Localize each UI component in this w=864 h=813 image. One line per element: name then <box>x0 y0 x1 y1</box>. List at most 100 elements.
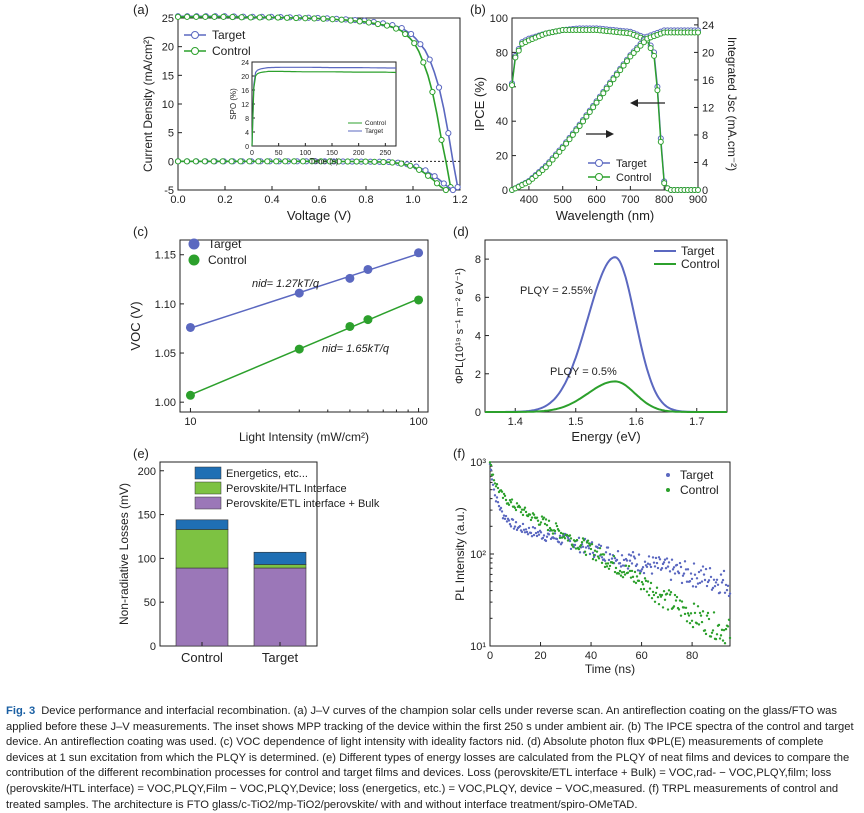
trpl-data-point <box>554 522 558 525</box>
trpl-data-point <box>704 632 708 636</box>
trpl-data-point <box>531 526 535 529</box>
trpl-data-point <box>501 517 505 520</box>
trpl-data-point <box>558 534 562 538</box>
trpl-data-point <box>689 612 693 615</box>
jv-data-point <box>440 180 447 187</box>
trpl-data-point <box>521 522 525 526</box>
trpl-data-point <box>671 568 675 571</box>
trpl-data-point <box>678 599 682 602</box>
trpl-data-point <box>638 572 642 575</box>
trpl-data-point <box>660 593 664 597</box>
y-tick-label: 15 <box>162 70 174 82</box>
trpl-data-point <box>727 618 731 621</box>
trpl-data-point <box>712 578 716 581</box>
x-tick-label: 1.4 <box>508 416 523 428</box>
trpl-data-point <box>705 614 709 617</box>
trpl-data-point <box>678 561 682 565</box>
trpl-data-point <box>559 531 563 535</box>
trpl-data-point <box>717 623 721 627</box>
x-tick-label: 100 <box>409 416 427 428</box>
y2-tick-label: 4 <box>702 157 708 169</box>
trpl-data-point <box>699 569 703 572</box>
voc-fit-line <box>190 253 419 329</box>
trpl-data-point <box>718 637 722 640</box>
x-tick-label: 600 <box>587 194 605 206</box>
jv-data-point <box>417 41 424 48</box>
arrow-left-head <box>630 99 638 107</box>
trpl-data-point <box>521 513 525 517</box>
ipce-data-point <box>593 99 600 106</box>
trpl-data-point <box>560 541 564 544</box>
trpl-data-point <box>606 546 610 549</box>
jv-data-point <box>238 14 245 21</box>
voc-data-point <box>363 315 373 325</box>
trpl-data-point <box>713 584 717 588</box>
ipce-series-line <box>511 29 698 191</box>
trpl-data-point <box>637 579 641 583</box>
trpl-data-point <box>520 530 524 534</box>
ipce-data-point <box>617 67 624 74</box>
trpl-data-point <box>657 556 661 559</box>
trpl-data-point <box>579 544 583 547</box>
jv-data-point <box>229 13 236 21</box>
x-tick-label: 40 <box>585 650 597 662</box>
trpl-data-point <box>651 556 655 559</box>
x-tick-label: 20 <box>534 650 546 662</box>
trpl-data-point <box>690 619 694 623</box>
voc-plot-frame <box>179 239 429 413</box>
jv-data-point <box>282 158 289 165</box>
trpl-data-point <box>503 517 507 521</box>
ipce-data-point <box>603 85 610 92</box>
trpl-data-point <box>691 585 695 588</box>
trpl-data-point <box>586 544 590 548</box>
trpl-data-point <box>709 635 713 638</box>
trpl-data-point <box>552 537 556 540</box>
trpl-data-point <box>545 535 549 538</box>
x-tick-label: 0 <box>487 650 493 662</box>
trpl-data-point <box>569 547 573 551</box>
ipce-data-point <box>695 29 701 36</box>
trpl-data-point <box>508 523 512 526</box>
trpl-data-point <box>523 506 527 509</box>
ipce-data-point <box>549 156 556 163</box>
figure: (a)0.0 0.2 0.4 0.6 0.8 1.0 1.2-50510152025Volt… <box>117 2 739 676</box>
ipce-data-point <box>695 187 701 193</box>
trpl-data-point <box>669 591 673 594</box>
stacked-bar-segment <box>253 551 307 565</box>
trpl-data-point <box>598 546 602 550</box>
jv-data-point <box>407 162 414 169</box>
ipce-data-point <box>623 58 630 65</box>
trpl-data-point <box>591 557 595 561</box>
trpl-data-point <box>595 550 599 553</box>
jv-data-point <box>435 84 443 91</box>
jv-data-point <box>329 16 336 23</box>
trpl-data-point <box>565 533 569 537</box>
y2-tick-label: 24 <box>702 20 714 32</box>
trpl-data-point <box>642 587 646 591</box>
trpl-data-point <box>603 559 607 563</box>
trpl-data-point <box>685 580 689 583</box>
legend-label: Target <box>681 244 715 258</box>
trpl-data-point <box>677 608 681 611</box>
trpl-data-point <box>704 567 708 571</box>
ipce-data-point <box>590 104 597 111</box>
trpl-data-point <box>698 611 702 615</box>
jv-data-point <box>210 158 217 165</box>
x-tick-label: 80 <box>686 650 698 662</box>
trpl-data-point <box>620 554 624 557</box>
jv-data-point <box>256 14 263 21</box>
arrow-right-head <box>606 130 614 138</box>
y2-tick-label: 20 <box>702 47 714 59</box>
x-tick-label: 1.5 <box>568 416 583 428</box>
trpl-data-point <box>617 572 621 575</box>
trpl-data-point <box>588 552 592 556</box>
y-tick-label: 20 <box>162 42 174 54</box>
trpl-data-point <box>725 588 729 592</box>
trpl-data-point <box>696 582 700 585</box>
y-tick-label: 40 <box>496 116 508 128</box>
legend-label: Perovskite/ETL interface + Bulk <box>226 498 380 510</box>
trpl-data-point <box>545 523 549 527</box>
trpl-data-point <box>719 573 723 576</box>
trpl-data-point <box>655 561 659 565</box>
trpl-data-point <box>643 560 647 563</box>
